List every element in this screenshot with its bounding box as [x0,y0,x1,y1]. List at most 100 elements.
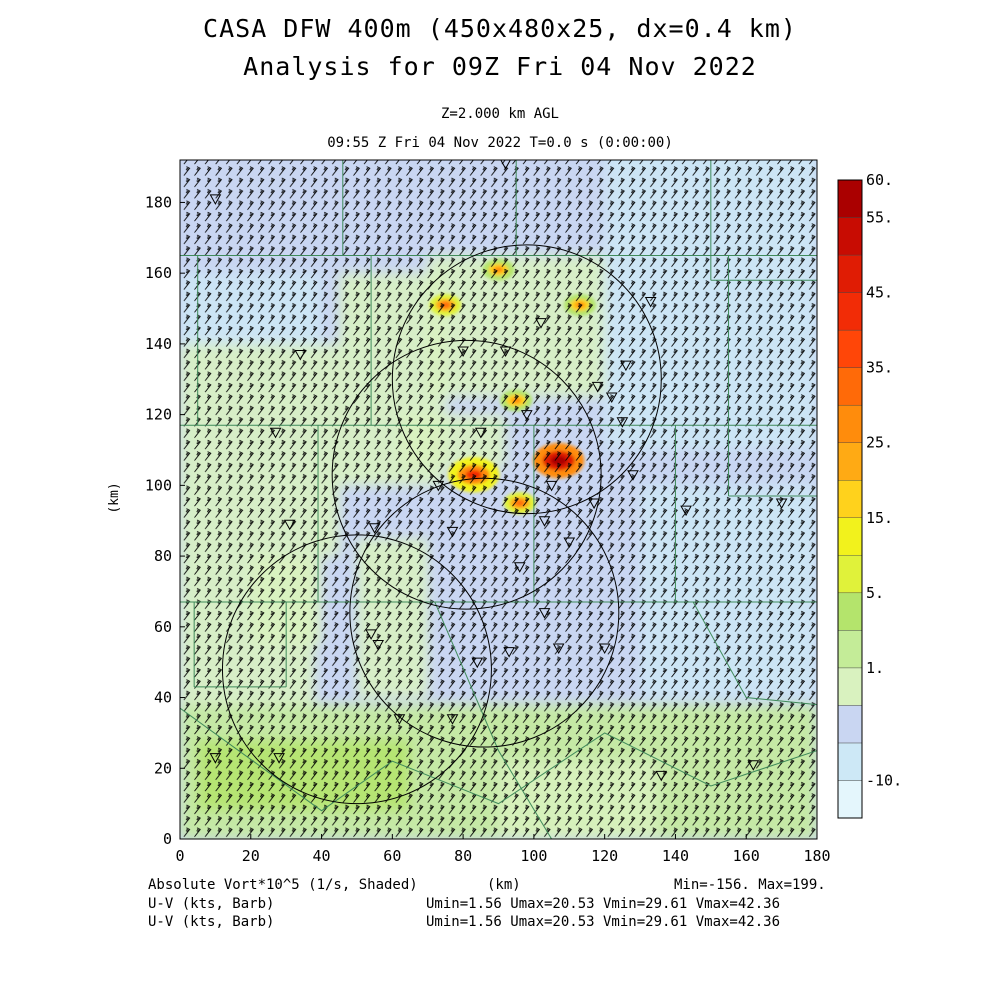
radar-site-marker [627,470,639,481]
radar-site-marker [393,714,406,725]
colorbar-swatch [837,517,863,556]
y-tick-label: 0 [163,830,172,848]
colorbar-swatch [837,630,863,669]
x-tick-label: 180 [803,847,830,865]
footer-barb-label-1: U-V (kts, Barb) [148,896,275,912]
radar-site-marker [368,523,381,534]
colorbar-swatch [837,705,863,744]
y-tick-label: 140 [145,335,172,353]
radar-site-marker [457,346,469,357]
radar-range-ring [331,339,602,610]
colorbar-swatch [837,179,863,218]
county-boundary [180,707,817,812]
radar-site-marker [747,760,760,771]
footer-barb-label-2: U-V (kts, Barb) [148,914,275,930]
radar-site-marker [446,714,459,725]
colorbar-label: 15. [866,509,893,527]
footer-barb-stats-1: Umin=1.56 Umax=20.53 Vmin=29.61 Vmax=42.… [426,896,781,912]
x-tick-label: 20 [242,847,260,865]
county-boundary [692,601,817,706]
radar-site-marker [209,753,222,764]
chart-subtitle: Analysis for 09Z Fri 04 Nov 2022 [243,52,757,81]
footer-x-unit: (km) [487,877,521,893]
colorbar-label: 35. [866,359,893,377]
colorbar-swatch [837,555,863,594]
radar-site-marker [273,753,285,764]
x-tick-label: 160 [733,847,760,865]
radar-site-marker [563,537,576,548]
colorbar-label: 5. [866,584,884,602]
radar-site-marker [616,417,629,428]
radar-site-marker [605,392,618,403]
x-tick-label: 120 [591,847,618,865]
radar-site-marker [283,519,296,531]
radar-site-marker [294,350,307,361]
radar-site-marker [269,427,282,439]
x-tick-label: 80 [454,847,472,865]
radar-site-marker [520,410,533,421]
y-tick-label: 120 [145,406,172,424]
x-tick-label: 60 [383,847,401,865]
radar-site-marker [474,427,487,439]
footer-minmax: Min=-156. Max=199. [674,877,826,893]
footer-field-label: Absolute Vort*10^5 (1/s, Shaded) [148,877,418,893]
colorbar-swatch [837,367,863,406]
radar-site-marker [209,194,222,205]
chart-title: CASA DFW 400m (450x480x25, dx=0.4 km) [203,14,797,43]
y-tick-label: 160 [145,264,172,282]
plot-frame [179,159,818,840]
colorbar-swatch [837,480,863,518]
y-axis-label: (km) [107,482,122,513]
radar-site-marker [538,516,551,527]
colorbar-label: 60. [866,171,893,189]
x-tick-label: 0 [175,847,184,865]
y-tick-label: 180 [145,193,172,211]
x-tick-label: 140 [662,847,689,865]
radar-site-marker [471,657,484,669]
radar-site-marker [365,629,377,640]
radar-range-ring [221,534,492,805]
radar-range-ring [391,244,662,515]
colorbar-frame [837,179,863,819]
colorbar-label: 55. [866,209,893,227]
radar-site-marker [432,480,445,492]
radar-site-marker [588,498,600,510]
colorbar-label: 45. [866,284,893,302]
y-tick-label: 80 [154,547,172,565]
radar-site-marker [538,608,551,619]
colorbar-swatch [837,254,863,293]
radar-range-ring [349,477,620,748]
colorbar-label: -10. [866,771,902,789]
colorbar: 60. 55. 45. 35. 25. 15. 5. 1. -10. [837,171,902,819]
radar-site-marker [655,770,668,782]
colorbar-swatch [837,667,863,706]
x-tick-label: 40 [313,847,331,865]
y-tick-label: 20 [154,759,172,777]
time-label: 09:55 Z Fri 04 Nov 2022 T=0.0 s (0:00:00… [327,135,673,151]
radar-site-marker [513,562,526,573]
radar-site-marker [446,526,459,538]
y-tick-label: 100 [145,476,172,494]
colorbar-label: 25. [866,434,893,452]
county-boundary [434,601,553,839]
colorbar-swatch [837,742,863,781]
level-label: Z=2.000 km AGL [440,106,559,122]
footer-barb-stats-2: Umin=1.56 Umax=20.53 Vmin=29.61 Vmax=42.… [426,914,781,930]
radar-site-marker [620,360,632,372]
radar-site-marker [499,346,512,357]
radar-site-marker [503,647,515,658]
colorbar-swatch [837,329,863,368]
colorbar-label: 1. [866,659,884,677]
radar-site-marker [644,296,657,308]
y-tick-label: 60 [154,618,172,636]
radar-site-marker [552,643,565,655]
radar-site-marker [545,480,558,492]
radar-site-marker [680,505,692,517]
x-tick-label: 100 [520,847,547,865]
colorbar-swatch [837,780,863,819]
wind-barbs [180,160,817,839]
colorbar-swatch [837,592,863,631]
radar-site-marker [372,639,385,651]
radar-site-marker [535,318,547,329]
